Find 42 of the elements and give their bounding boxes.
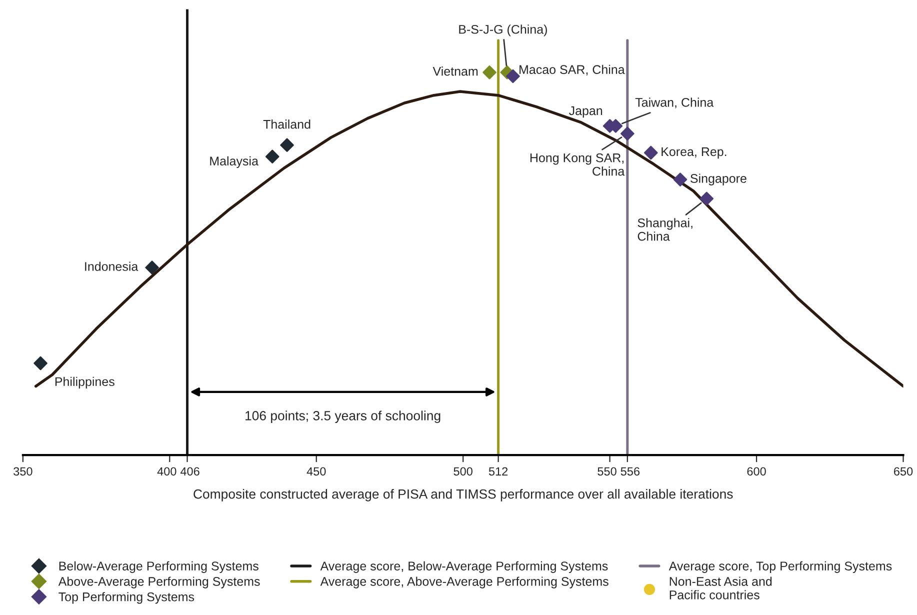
- annotation: Shanghai, China: [638, 218, 692, 241]
- x-tick-label: 600: [747, 467, 766, 476]
- annotation: Thailand: [263, 120, 310, 129]
- point: [644, 146, 658, 160]
- x-tick-label: 350: [14, 467, 32, 476]
- point: [506, 69, 520, 84]
- x-tick-label: 512: [488, 467, 508, 476]
- x-axis-title: Composite constructed average of PISA and TIMSS performance over all available iterations: [194, 489, 733, 502]
- annotation: Macao SAR, China: [520, 64, 625, 76]
- point: [265, 150, 280, 164]
- annotation: Indonesia: [85, 262, 138, 271]
- x-tick-label: 550: [598, 467, 616, 476]
- x-tick-label: 500: [454, 467, 472, 476]
- annotation: 106 points; 3.5 years of schooling: [246, 410, 440, 423]
- legend-label: Average score, Above-Average Performing Systems: [320, 576, 608, 588]
- x-tick-label: 450: [306, 467, 326, 476]
- annotation: Japan: [569, 106, 602, 118]
- point: [620, 126, 634, 141]
- x-tick-label: 406: [180, 467, 200, 476]
- annotation: B-S-J-G (China): [459, 24, 547, 36]
- point: [673, 172, 688, 186]
- annotation: Korea, Rep.: [662, 147, 726, 159]
- x-tick-label: 650: [894, 467, 913, 476]
- x-tick-label: 556: [620, 467, 640, 476]
- legend-label: Average score, Top Performing Systems: [668, 561, 892, 573]
- annotation: Hong Kong SAR, China: [530, 153, 625, 176]
- legend-label: Non-East Asia and Pacific countries: [670, 576, 772, 600]
- legend-label: Average score, Below-Average Performing Systems: [320, 561, 608, 573]
- legend-label: Top Performing Systems: [58, 592, 194, 604]
- annotation: Malaysia: [210, 156, 258, 168]
- point: [700, 192, 714, 206]
- legend-label: Above-Average Performing Systems: [58, 576, 260, 588]
- annotation: Taiwan, China: [635, 98, 714, 108]
- annotation: Vietnam: [432, 66, 478, 76]
- point: [482, 65, 496, 80]
- point: [280, 138, 294, 152]
- annotation: Philippines: [55, 376, 114, 389]
- point: [145, 260, 159, 274]
- x-tick-label: 400: [157, 467, 176, 476]
- annotation: Singapore: [690, 174, 746, 186]
- point: [34, 356, 48, 370]
- legend-label: Below-Average Performing Systems: [59, 561, 258, 573]
